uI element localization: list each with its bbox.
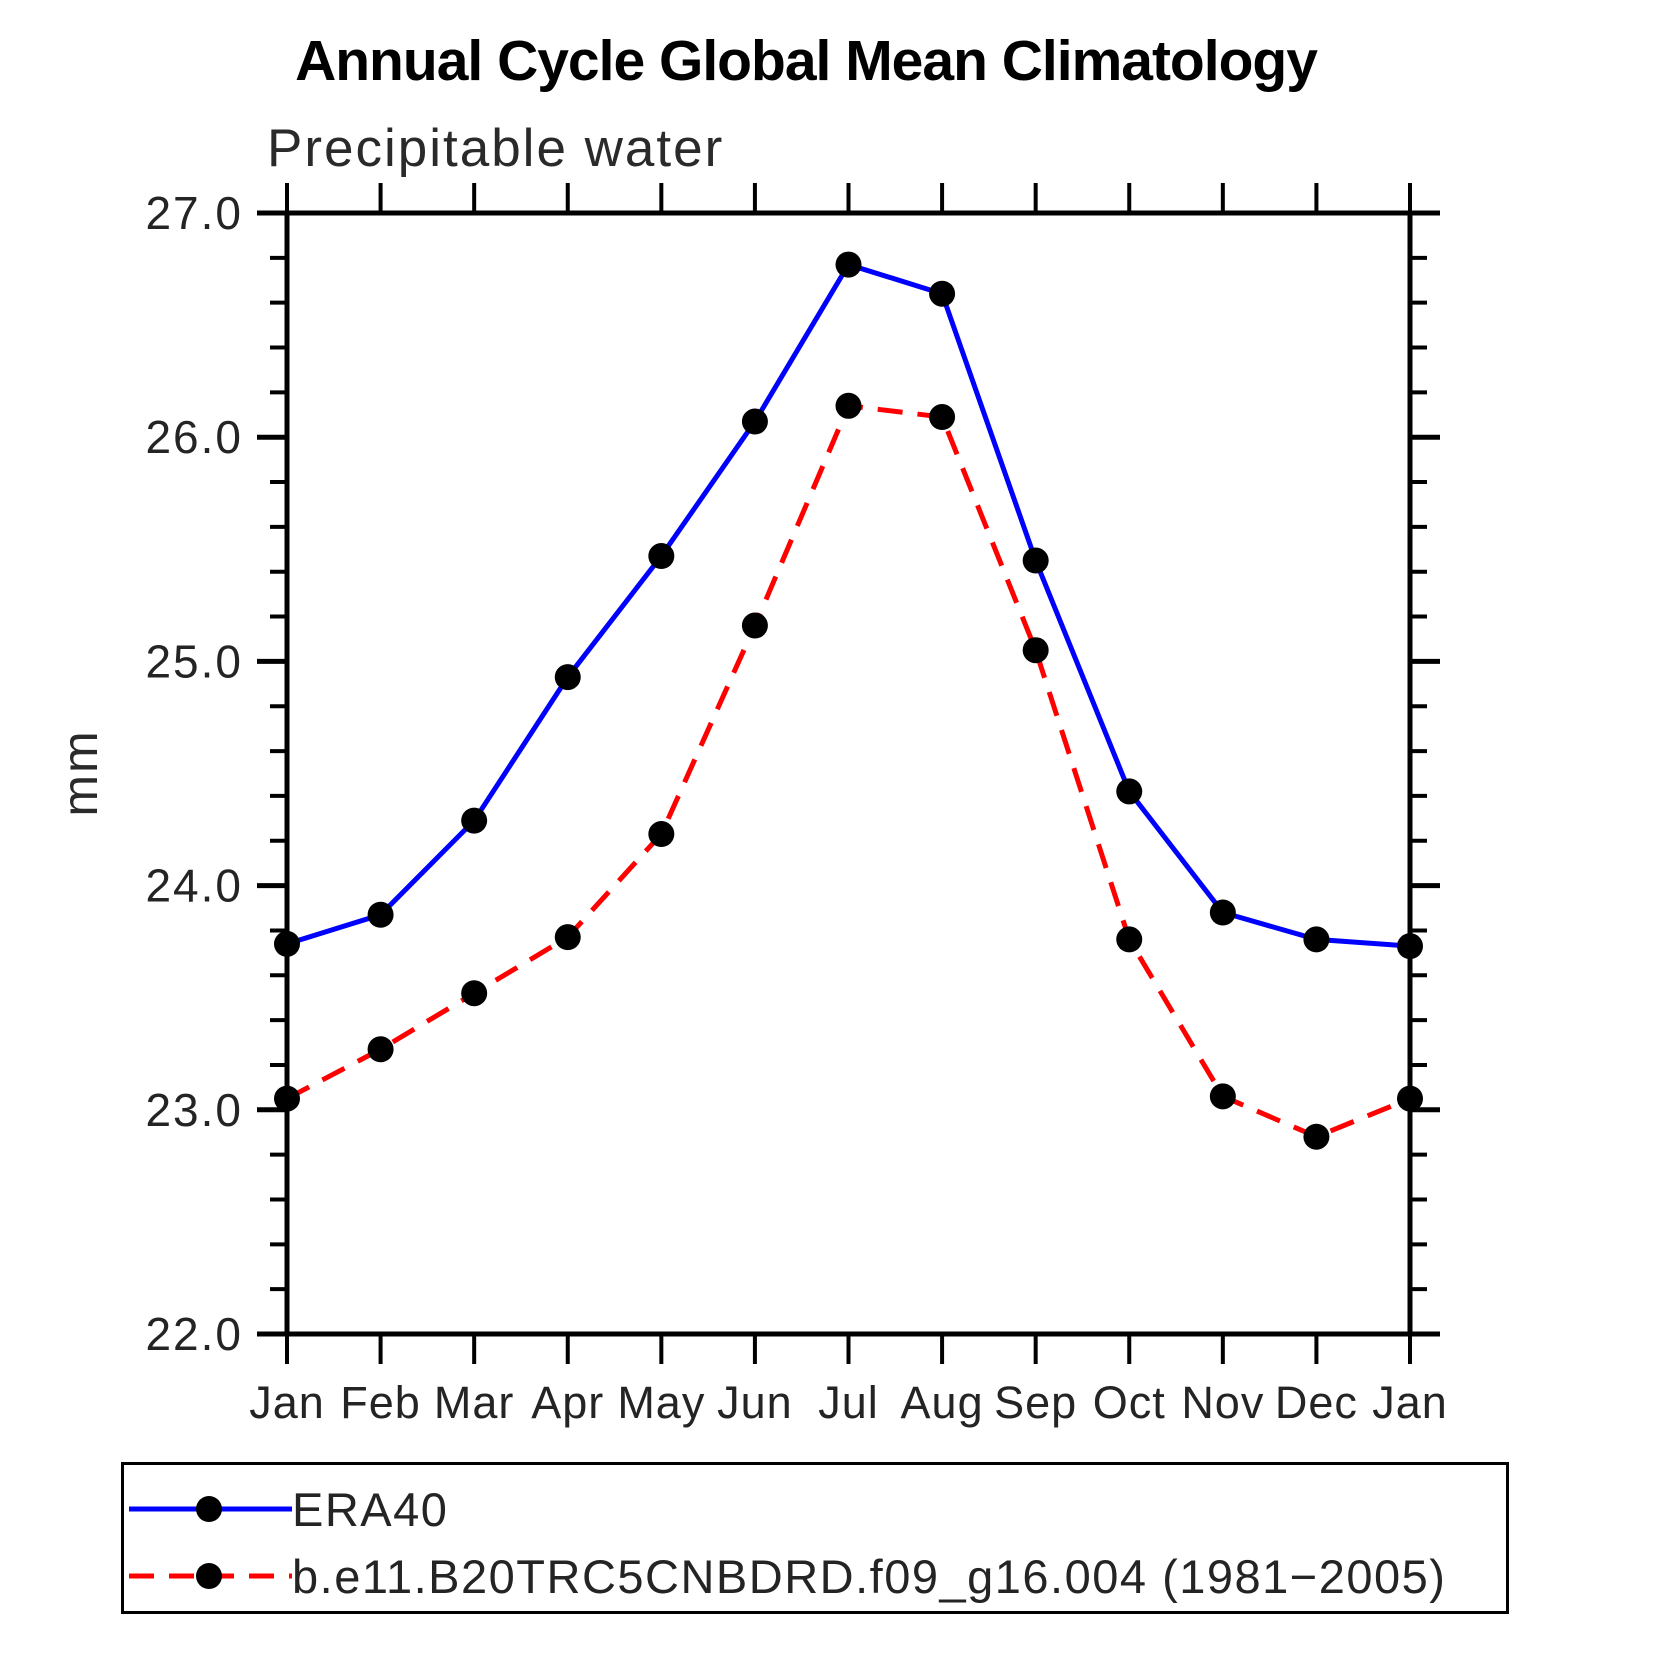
data-point [835,392,862,419]
series-line-1 [285,403,1411,1140]
data-point [367,901,394,928]
data-point [1209,899,1236,926]
data-point [1303,926,1330,953]
chart-title: Annual Cycle Global Mean Climatology [295,29,1318,93]
y-tick-label: 27.0 [145,187,243,239]
data-point [929,404,956,431]
x-axis-tick-labels: Jan Feb Mar Apr May Jun Jul Aug Sep Oct Nov Dec Jan [249,1377,1448,1428]
y-axis-major-ticks [257,210,1440,1337]
y-tick-label: 23.0 [145,1084,243,1136]
x-tick-label: Dec [1275,1377,1358,1428]
x-tick-label: Apr [531,1377,604,1428]
chart-subtitle: Precipitable water [267,119,725,178]
data-point [461,980,488,1007]
x-tick-label: Oct [1093,1377,1166,1428]
data-point [1116,778,1143,805]
x-tick-label: Aug [901,1377,984,1428]
legend-line-sample-era40 [129,1496,292,1522]
x-tick-label: May [617,1377,705,1428]
y-tick-label: 24.0 [145,860,243,912]
data-point [648,821,675,848]
data-point [554,664,581,691]
plot-frame [284,210,1413,1337]
x-tick-label: Jul [818,1377,879,1428]
data-point [1303,1123,1330,1150]
legend-item-era40: ERA40 [129,1483,448,1536]
data-point [1397,933,1423,960]
legend-box: ERA40 b.e11.B20TRC5CNBDRD.f09_g16.004 (1… [121,1462,1509,1614]
x-tick-label: Jan [249,1377,325,1428]
data-point [741,408,768,435]
data-point [367,1036,394,1063]
x-tick-label: Jan [1372,1377,1448,1428]
x-tick-label: Nov [1181,1377,1264,1428]
y-axis-minor-ticks [270,255,1427,1292]
legend-item-model: b.e11.B20TRC5CNBDRD.f09_g16.004 (1981−20… [129,1550,1446,1603]
data-point [1116,926,1143,953]
y-tick-label: 26.0 [145,411,243,463]
series-markers-1 [274,392,1423,1150]
legend-sample-marker [196,1496,222,1522]
data-point [741,612,768,639]
data-point [648,543,675,570]
y-axis-tick-labels: 22.0 23.0 24.0 25.0 26.0 27.0 [145,187,243,1360]
legend-line-sample-model [129,1563,292,1589]
data-point [461,807,488,834]
data-point [1209,1083,1236,1110]
legend-label-model: b.e11.B20TRC5CNBDRD.f09_g16.004 (1981−20… [292,1549,1447,1603]
x-tick-label: Jun [717,1377,793,1428]
x-tick-label: Sep [994,1377,1077,1428]
x-axis-ticks [285,183,1412,1364]
series-line-0 [286,261,1411,949]
series-markers-0 [274,251,1423,960]
data-point [554,924,581,951]
data-point [274,1085,300,1112]
y-tick-label: 25.0 [145,635,243,687]
data-point [274,930,300,957]
legend-sample-marker [196,1563,222,1589]
data-point [1397,1085,1423,1112]
data-point [1022,637,1049,664]
y-tick-label: 22.0 [145,1308,243,1360]
x-tick-label: Mar [434,1377,515,1428]
data-point [835,251,862,278]
x-tick-label: Feb [340,1377,421,1428]
data-point [929,280,956,307]
data-point [1022,547,1049,574]
legend-label-era40: ERA40 [292,1482,449,1536]
